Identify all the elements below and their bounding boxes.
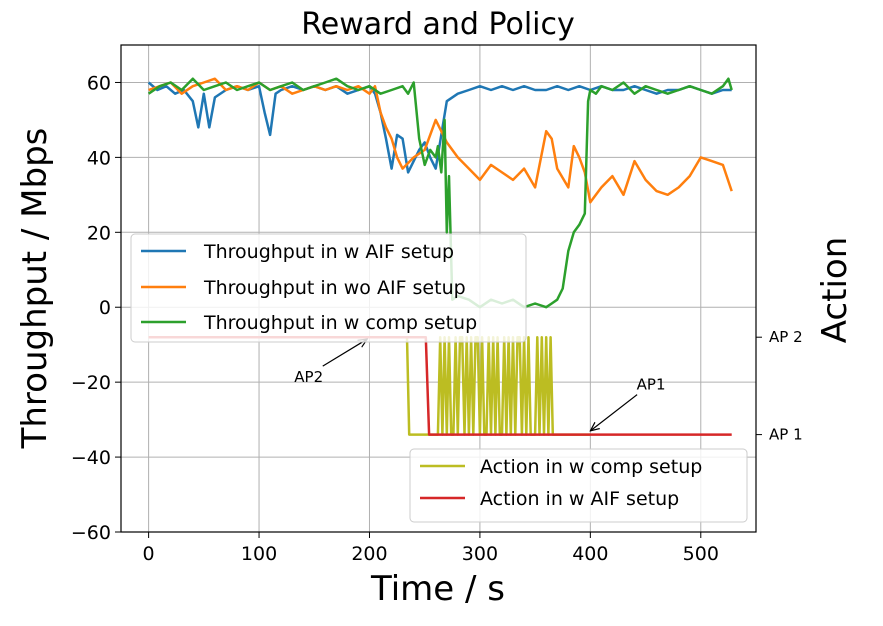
x-axis: 0 100 200 300 400 500	[143, 532, 719, 565]
legend-label-wo-aif-throughput: Throughput in wo AIF setup	[203, 277, 466, 299]
legend-label-aif-action: Action in w AIF setup	[480, 488, 679, 510]
x-tick-label: 500	[683, 543, 719, 565]
y-axis: −60 −40 −20 0 20 40 60	[71, 72, 121, 544]
x-tick-label: 100	[241, 543, 277, 565]
y-tick-label: 20	[87, 222, 111, 244]
series-throughput-w-comp	[147, 77, 733, 309]
legend-label-aif-throughput: Throughput in w AIF setup	[203, 241, 454, 263]
y2-tick-label: AP 1	[769, 426, 803, 444]
legend-label-comp-throughput: Throughput in w comp setup	[203, 312, 477, 334]
x-axis-title: Time / s	[370, 569, 505, 609]
x-tick-label: 0	[143, 543, 155, 565]
y-tick-label: 0	[99, 297, 111, 319]
y-tick-label: 60	[87, 72, 111, 94]
y-tick-label: −60	[71, 522, 111, 544]
legend-lower-box	[409, 448, 748, 523]
right-action-axis: AP 2 AP 1	[756, 328, 803, 444]
chart-title: Reward and Policy	[301, 7, 575, 42]
annotations: AP2 AP1	[294, 339, 666, 431]
annotation-label: AP1	[637, 376, 666, 394]
y-tick-label: −40	[71, 447, 111, 469]
legend-upper-box	[130, 233, 527, 343]
annotation-arrow	[590, 394, 638, 431]
x-tick-label: 400	[572, 543, 608, 565]
annotation-label: AP2	[294, 368, 323, 386]
legend-upper: Throughput in w AIF setup Throughput in …	[130, 233, 527, 343]
y2-tick-label: AP 2	[769, 328, 803, 346]
y-tick-label: 40	[87, 147, 111, 169]
plot-frame	[120, 44, 757, 533]
y-tick-label: −20	[71, 372, 111, 394]
legend-lower: Action in w comp setup Action in w AIF s…	[409, 448, 748, 523]
legend-label-comp-action: Action in w comp setup	[480, 456, 702, 478]
y2-axis-title: Action	[815, 237, 855, 343]
y-axis-title: Throughput / Mbps	[15, 128, 55, 450]
x-tick-label: 300	[462, 543, 498, 565]
annotation-arrow	[322, 339, 368, 367]
x-tick-label: 200	[351, 543, 387, 565]
